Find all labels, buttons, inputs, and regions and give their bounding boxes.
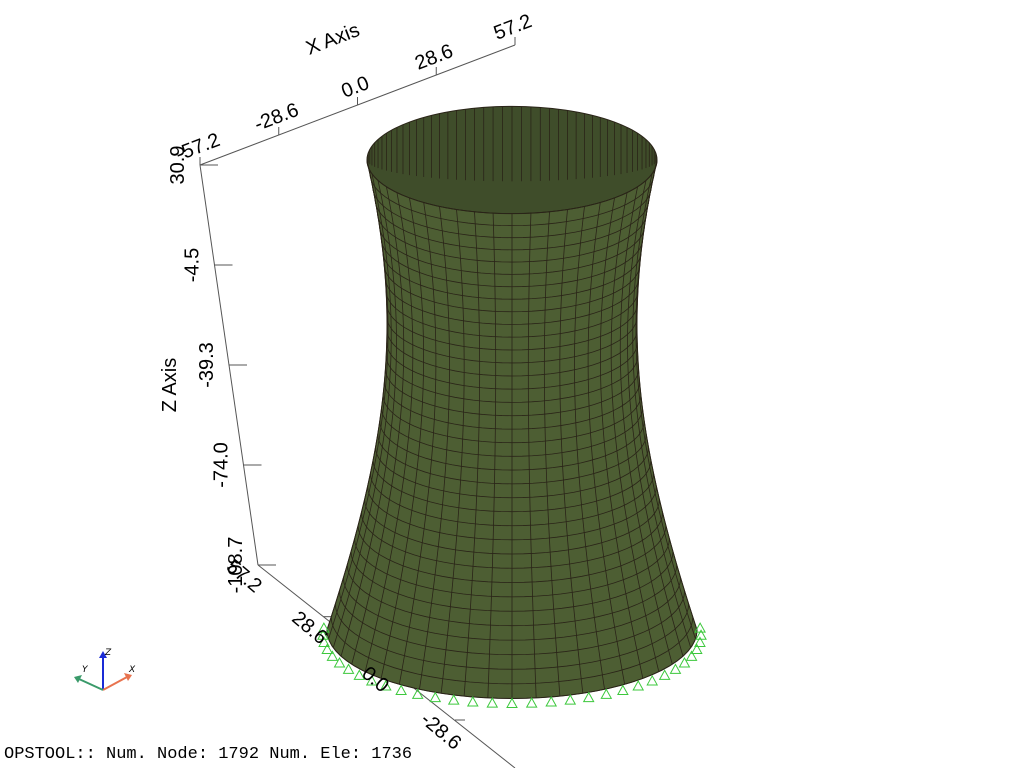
support-marker <box>678 657 691 668</box>
mesh-meridian <box>364 192 414 672</box>
mesh-meridian <box>559 209 584 694</box>
mesh-meridian <box>332 173 392 648</box>
x-tick-label: 0.0 <box>338 72 372 103</box>
mesh-meridian <box>419 206 450 690</box>
x-tick-label: -28.6 <box>251 99 301 136</box>
support-marker <box>333 657 346 668</box>
y-tick-label: 28.6 <box>288 607 332 649</box>
support-marker <box>447 694 460 705</box>
mesh-meridian <box>440 209 465 694</box>
support-marker <box>694 636 706 647</box>
status-text: OPSTOOL:: Num. Node: 1792 Num. Ele: 1736 <box>4 745 412 764</box>
support-marker <box>321 643 334 654</box>
triad-z: Z <box>104 648 112 658</box>
x-axis-title: X Axis <box>303 19 363 59</box>
z-tick-label: -4.5 <box>182 248 204 282</box>
mesh-meridian <box>574 206 605 690</box>
mesh-meridian <box>610 192 660 672</box>
z-tick-label: -74.0 <box>211 442 233 488</box>
mesh-meridian <box>487 213 497 698</box>
z-tick-label: 30.9 <box>167 146 189 185</box>
support-marker <box>318 636 330 647</box>
mesh-meridian <box>463 211 481 697</box>
support-marker <box>395 684 407 695</box>
support-marker <box>365 674 378 686</box>
y-tick-label: -28.6 <box>416 708 465 754</box>
support-marker <box>317 629 329 640</box>
mesh-meridian <box>587 202 626 685</box>
mesh-meridian <box>627 180 684 657</box>
support-marker <box>582 691 595 703</box>
mesh-meridian <box>340 180 397 657</box>
support-marker <box>600 688 613 699</box>
z-tick-label: -108.7 <box>225 537 247 594</box>
mesh-meridian <box>600 197 644 679</box>
supports <box>317 622 707 708</box>
mesh-ring <box>366 159 658 215</box>
mesh-meridian <box>619 186 673 665</box>
support-marker <box>545 695 558 707</box>
triad-y: Y <box>82 665 89 675</box>
support-marker <box>690 643 703 654</box>
mesh-meridian <box>543 211 561 697</box>
mesh-meridian <box>380 197 424 679</box>
support-marker <box>429 691 442 703</box>
support-marker <box>658 669 671 680</box>
support-marker <box>353 669 366 680</box>
support-marker <box>632 679 645 691</box>
support-marker <box>486 697 499 708</box>
support-marker <box>379 679 392 691</box>
support-marker <box>326 650 339 661</box>
support-marker <box>617 684 629 695</box>
tower-mesh <box>326 105 698 699</box>
support-marker <box>318 622 330 633</box>
z-axis-title: Z Axis <box>159 358 181 412</box>
support-marker <box>342 663 355 674</box>
mesh-meridian <box>326 159 388 631</box>
support-marker <box>506 697 518 708</box>
mesh-meridian <box>398 202 437 685</box>
mesh-meridian <box>527 213 537 698</box>
mesh-meridian <box>635 166 696 640</box>
support-marker <box>685 650 698 661</box>
support-marker <box>466 695 479 707</box>
support-marker <box>564 694 577 705</box>
triad-x: X <box>128 665 136 675</box>
x-tick-label: 57.2 <box>491 10 535 44</box>
mesh-meridian <box>351 186 405 665</box>
support-marker <box>411 688 424 699</box>
support-marker <box>669 663 682 674</box>
mesh-meridian <box>632 173 692 648</box>
support-marker <box>525 697 538 708</box>
z-tick-label: -39.3 <box>196 342 218 388</box>
orientation-triad: Z X Y <box>74 648 136 691</box>
support-marker <box>646 674 659 686</box>
